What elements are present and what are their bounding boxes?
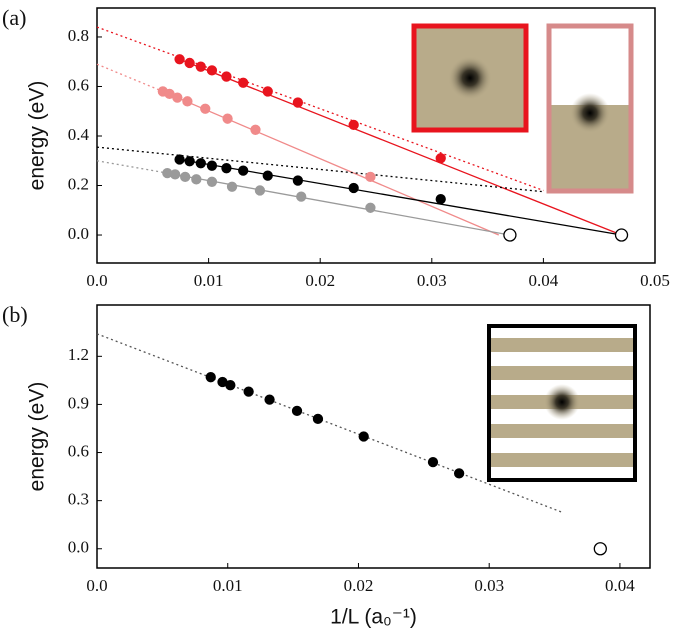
fit-line [96,26,544,192]
y-tick-label: 0.9 [68,393,89,412]
data-point [365,202,376,213]
x-axis-label: 1/L (a₀⁻¹) [330,606,417,629]
data-point [427,457,439,468]
data-point [243,386,254,397]
data-point [250,124,261,135]
fit-line [96,160,168,174]
inset-spot [570,93,610,133]
data-point [614,228,629,242]
data-point [348,119,359,131]
data-point [292,97,304,108]
data-point [174,154,185,165]
stripe [491,338,633,352]
x-tick-label: 0.02 [305,271,335,290]
data-point [169,169,181,180]
x-tick-label: 0.03 [474,576,504,595]
y-tick-label: 0.8 [68,26,89,45]
x-tick-label: 0.01 [194,271,224,290]
y-tick-label: 1.2 [68,345,89,364]
x-tick-label: 0.04 [605,576,635,595]
x-tick-label: 0.0 [86,271,107,290]
data-point [226,181,238,192]
fit-line [179,58,622,236]
data-point [593,542,607,556]
panel-label: (a) [2,5,26,30]
data-point [221,71,232,82]
y-tick-label: 0.0 [68,224,89,243]
data-point [365,171,376,182]
data-point [184,156,195,167]
data-point [200,103,211,114]
x-tick-label: 0.03 [417,271,447,290]
inset-spot [448,56,492,100]
data-point [225,380,236,391]
data-point [503,228,517,242]
data-point [206,160,218,171]
y-tick-label: 0.0 [68,538,89,557]
data-point [174,54,185,65]
data-point [292,175,304,186]
data-point [222,113,233,124]
data-point [312,413,324,425]
x-tick-label: 0.01 [213,576,243,595]
y-tick-label: 0.4 [68,125,90,144]
data-point [296,191,307,202]
data-point [184,57,195,69]
data-point [238,165,249,176]
y-axis-label: energy (eV) [26,81,49,191]
y-tick-label: 0.2 [68,174,89,193]
data-point [453,468,465,479]
data-point [264,394,275,405]
fit-line [179,158,622,236]
y-tick-label: 0.6 [68,441,89,460]
data-point [238,77,249,88]
stripe [491,424,633,438]
data-point [195,61,206,72]
data-point [435,193,446,205]
data-point [180,171,191,182]
data-point [348,182,359,194]
x-tick-label: 0.04 [529,271,559,290]
data-point [262,170,273,181]
data-point [291,405,303,416]
stripe [491,366,633,380]
data-point [172,92,183,103]
data-point [205,372,216,383]
data-point [191,174,202,185]
data-point [358,431,369,442]
fit-line [96,63,164,93]
panel-label: (b) [2,302,28,327]
data-point [206,176,218,187]
data-point [206,65,218,76]
inset-spot [544,384,580,420]
data-point [254,185,266,196]
y-axis-label: energy (eV) [26,382,49,492]
x-tick-label: 0.02 [344,576,374,595]
data-point [262,86,273,97]
plot-frame [96,304,651,569]
x-tick-label: 0.0 [86,576,107,595]
insets [411,23,637,482]
data-point [221,163,232,174]
y-tick-label: 0.6 [68,75,89,94]
stripe [491,453,633,467]
fit-line [162,90,500,236]
x-tick-label: 0.05 [640,271,670,290]
y-tick-label: 0.3 [68,490,89,509]
fit-line [167,172,511,236]
data-point [195,158,206,169]
data-point [435,153,446,164]
data-point [182,96,193,107]
